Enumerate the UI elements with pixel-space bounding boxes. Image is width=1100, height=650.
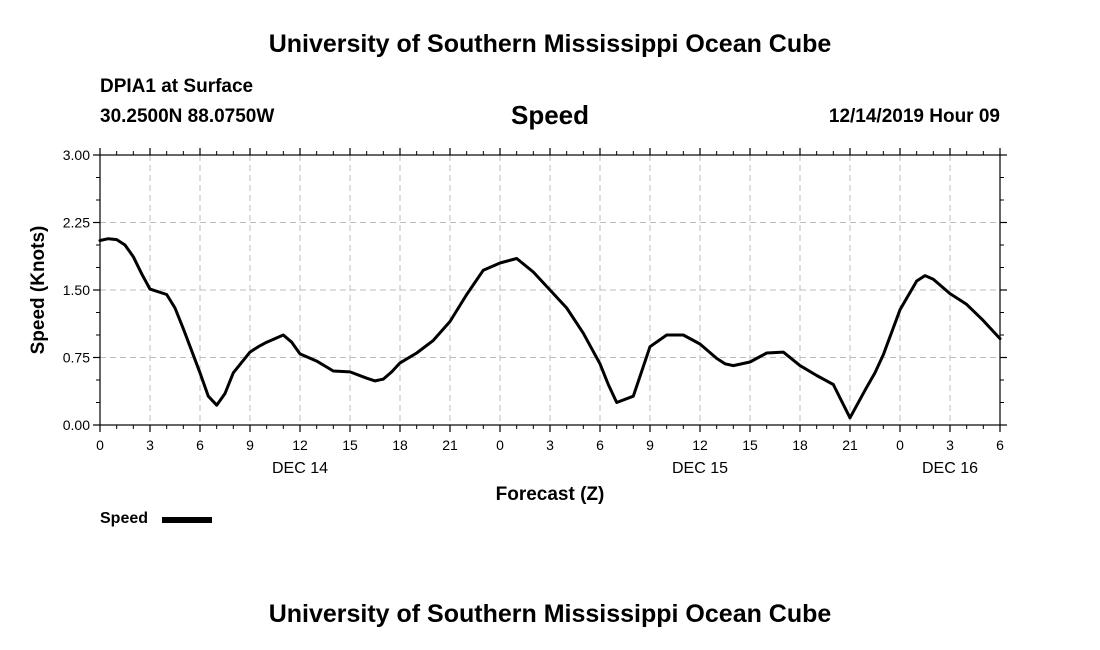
legend-label: Speed	[100, 510, 149, 527]
y-tick-label: 0.75	[63, 350, 90, 366]
x-tick-label: 3	[946, 437, 954, 453]
x-tick-label: 0	[96, 437, 104, 453]
x-tick-label: 21	[442, 437, 458, 453]
legend-swatch	[162, 517, 212, 523]
y-tick-label: 1.50	[63, 282, 90, 298]
x-tick-label: 9	[646, 437, 654, 453]
x-tick-label: 6	[996, 437, 1004, 453]
forecast-datetime: 12/14/2019 Hour 09	[828, 106, 1000, 127]
footer-title: University of Southern Mississippi Ocean…	[268, 600, 832, 628]
y-axis-label: Speed (Knots)	[28, 226, 49, 355]
series-line-speed	[98, 237, 1002, 420]
x-tick-label: 12	[692, 437, 708, 453]
x-axis-label: Forecast (Z)	[496, 484, 605, 505]
y-tick-label: 0.00	[63, 417, 90, 433]
x-tick-label: 3	[146, 437, 154, 453]
day-label: DEC 16	[922, 460, 978, 477]
page-title: University of Southern Mississippi Ocean…	[268, 30, 832, 58]
x-tick-label: 0	[496, 437, 504, 453]
y-tick-label: 2.25	[63, 215, 90, 231]
x-tick-label: 21	[842, 437, 858, 453]
x-tick-label: 6	[196, 437, 204, 453]
x-tick-label: 6	[596, 437, 604, 453]
x-tick-label: 9	[246, 437, 254, 453]
coordinates-label: 30.2500N 88.0750W	[100, 106, 275, 127]
station-label: DPIA1 at Surface	[100, 76, 254, 97]
chart-title: Speed	[510, 100, 590, 130]
x-tick-label: 12	[292, 437, 308, 453]
day-label: DEC 14	[272, 460, 328, 477]
x-tick-label: 3	[546, 437, 554, 453]
y-tick-label: 3.00	[63, 147, 90, 163]
x-tick-label: 15	[742, 437, 758, 453]
x-tick-label: 18	[392, 437, 408, 453]
plot-frame	[99, 154, 1001, 426]
x-tick-label: 15	[342, 437, 358, 453]
day-label: DEC 15	[672, 460, 728, 477]
x-tick-label: 0	[896, 437, 904, 453]
x-tick-label: 18	[792, 437, 808, 453]
